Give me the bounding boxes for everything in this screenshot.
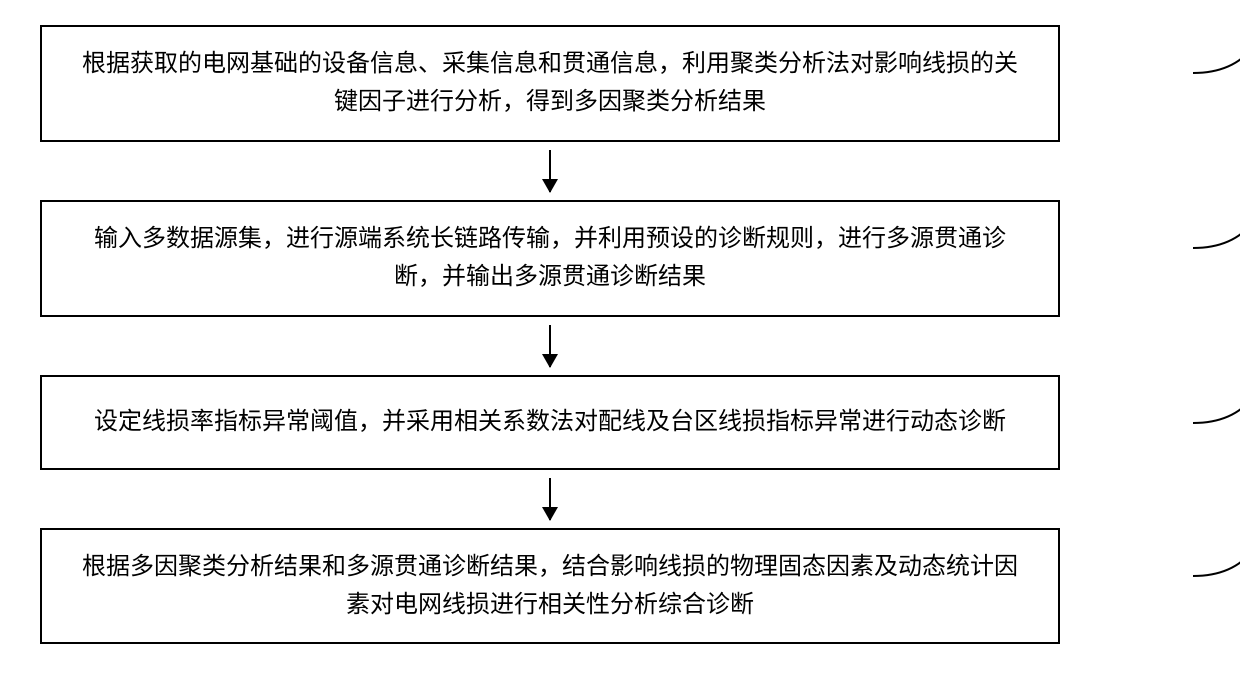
arrow-line	[549, 150, 551, 192]
connector-line	[1193, 538, 1240, 588]
step-box: 设定线损率指标异常阈值，并采用相关系数法对配线及台区线损指标异常进行动态诊断	[40, 375, 1060, 470]
step-text: 根据获取的电网基础的设备信息、采集信息和贯通信息，利用聚类分析法对影响线损的关键…	[72, 45, 1028, 122]
arrow-3	[40, 470, 1060, 528]
step-box: 根据获取的电网基础的设备信息、采集信息和贯通信息，利用聚类分析法对影响线损的关键…	[40, 25, 1060, 142]
step-text: 根据多因聚类分析结果和多源贯通诊断结果，结合影响线损的物理固态因素及动态统计因素…	[72, 548, 1028, 625]
connector-line	[1193, 35, 1240, 85]
step-s2: 输入多数据源集，进行源端系统长链路传输，并利用预设的诊断规则，进行多源贯通诊断，…	[40, 200, 1200, 317]
arrow-head-icon	[542, 354, 558, 368]
step-box: 输入多数据源集，进行源端系统长链路传输，并利用预设的诊断规则，进行多源贯通诊断，…	[40, 200, 1060, 317]
arrow-line	[549, 325, 551, 367]
arrow-2	[40, 317, 1060, 375]
step-box: 根据多因聚类分析结果和多源贯通诊断结果，结合影响线损的物理固态因素及动态统计因素…	[40, 528, 1060, 645]
connector-line	[1193, 385, 1240, 435]
arrow-line	[549, 478, 551, 520]
step-text: 输入多数据源集，进行源端系统长链路传输，并利用预设的诊断规则，进行多源贯通诊断，…	[72, 220, 1028, 297]
step-s4: 根据多因聚类分析结果和多源贯通诊断结果，结合影响线损的物理固态因素及动态统计因素…	[40, 528, 1200, 645]
step-s3: 设定线损率指标异常阈值，并采用相关系数法对配线及台区线损指标异常进行动态诊断 S…	[40, 375, 1200, 470]
connector-line	[1193, 210, 1240, 260]
step-s1: 根据获取的电网基础的设备信息、采集信息和贯通信息，利用聚类分析法对影响线损的关键…	[40, 25, 1200, 142]
arrow-1	[40, 142, 1060, 200]
arrow-head-icon	[542, 507, 558, 521]
flowchart-container: 根据获取的电网基础的设备信息、采集信息和贯通信息，利用聚类分析法对影响线损的关键…	[40, 25, 1200, 644]
step-text: 设定线损率指标异常阈值，并采用相关系数法对配线及台区线损指标异常进行动态诊断	[94, 403, 1006, 441]
arrow-head-icon	[542, 179, 558, 193]
